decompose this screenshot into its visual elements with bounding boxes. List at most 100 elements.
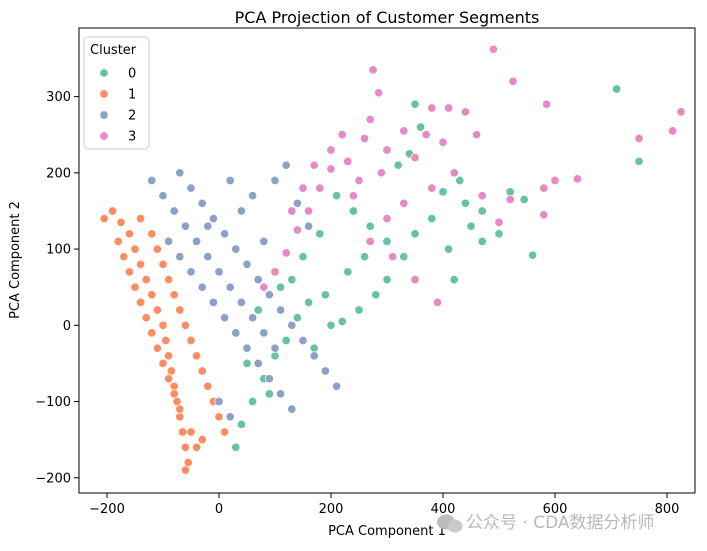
- point-cluster-1: [124, 229, 134, 239]
- point-cluster-0: [287, 275, 297, 285]
- y-tick-label: 200: [46, 166, 71, 181]
- point-cluster-2: [259, 236, 269, 246]
- point-cluster-3: [427, 183, 437, 193]
- point-cluster-1: [141, 275, 151, 285]
- x-tick-label: 200: [319, 502, 344, 517]
- point-cluster-1: [136, 214, 146, 224]
- point-cluster-2: [231, 328, 241, 338]
- point-cluster-0: [276, 282, 286, 292]
- point-cluster-0: [528, 250, 538, 260]
- chart-title: PCA Projection of Customer Segments: [235, 8, 540, 27]
- point-cluster-1: [161, 335, 171, 346]
- point-cluster-2: [253, 358, 263, 368]
- point-cluster-3: [287, 206, 297, 216]
- point-cluster-1: [152, 244, 162, 254]
- point-cluster-2: [281, 160, 291, 170]
- point-cluster-1: [197, 435, 207, 445]
- point-cluster-0: [393, 160, 403, 170]
- point-cluster-3: [374, 88, 384, 98]
- point-cluster-1: [130, 244, 140, 254]
- y-axis-ticks: −200 −100 0 100 200 300: [35, 90, 79, 486]
- point-cluster-2: [197, 198, 207, 208]
- point-cluster-0: [348, 206, 358, 216]
- point-cluster-2: [276, 305, 286, 315]
- point-cluster-2: [276, 389, 286, 399]
- point-cluster-2: [231, 244, 241, 254]
- point-cluster-1: [183, 457, 193, 468]
- watermark: 公众号 · CDA数据分析师: [437, 513, 655, 533]
- point-cluster-3: [427, 103, 437, 113]
- point-cluster-2: [180, 221, 190, 231]
- point-cluster-3: [432, 297, 442, 307]
- point-cluster-0: [304, 297, 314, 307]
- legend-items: 0 1 2 3: [99, 67, 136, 145]
- point-cluster-2: [287, 320, 297, 330]
- point-cluster-3: [292, 225, 302, 235]
- x-axis-ticks: −200 0 200 400 600 800: [89, 493, 679, 517]
- point-cluster-1: [197, 366, 207, 376]
- point-cluster-0: [410, 99, 420, 109]
- point-cluster-0: [298, 252, 308, 262]
- x-tick-label: 800: [655, 502, 680, 517]
- point-cluster-3: [634, 133, 644, 144]
- y-tick-label: 300: [46, 90, 71, 105]
- x-tick-label: 0: [215, 502, 223, 517]
- point-cluster-1: [186, 335, 196, 346]
- point-cluster-2: [175, 168, 185, 178]
- legend-box: [83, 36, 150, 150]
- point-cluster-1: [116, 217, 126, 227]
- point-cluster-3: [438, 137, 448, 147]
- point-cluster-1: [158, 259, 168, 269]
- point-cluster-3: [259, 282, 269, 292]
- point-cluster-1: [113, 236, 123, 246]
- point-cluster-3: [444, 103, 454, 113]
- point-cluster-1: [158, 358, 168, 368]
- point-cluster-3: [365, 114, 375, 125]
- legend-label-cluster-0: 0: [128, 67, 136, 82]
- point-cluster-0: [460, 198, 470, 208]
- point-cluster-3: [508, 76, 518, 86]
- point-cluster-2: [225, 175, 235, 186]
- point-cluster-1: [180, 320, 190, 330]
- point-cluster-2: [309, 351, 319, 361]
- point-cluster-2: [203, 252, 213, 262]
- watermark-text: 公众号 · CDA数据分析师: [466, 513, 655, 533]
- point-cluster-1: [147, 290, 157, 300]
- point-cluster-3: [304, 206, 314, 216]
- legend-label-cluster-3: 3: [128, 130, 136, 145]
- point-cluster-3: [315, 183, 325, 193]
- point-cluster-1: [152, 343, 162, 353]
- point-cluster-1: [164, 275, 174, 285]
- point-cluster-0: [315, 229, 325, 239]
- point-cluster-1: [175, 404, 185, 414]
- point-cluster-2: [147, 175, 157, 186]
- point-cluster-1: [180, 442, 190, 452]
- point-cluster-1: [130, 282, 140, 292]
- point-cluster-1: [108, 206, 118, 216]
- point-cluster-2: [264, 374, 274, 384]
- x-tick-label: 400: [431, 502, 456, 517]
- point-cluster-2: [236, 206, 246, 216]
- point-cluster-2: [270, 343, 280, 353]
- point-cluster-3: [343, 156, 353, 166]
- point-cluster-1: [178, 427, 188, 437]
- point-cluster-3: [382, 214, 392, 224]
- point-cluster-0: [455, 175, 465, 186]
- point-cluster-2: [214, 396, 224, 407]
- point-cluster-2: [175, 252, 185, 262]
- point-cluster-1: [220, 427, 230, 437]
- point-cluster-1: [203, 381, 213, 391]
- point-cluster-3: [488, 44, 498, 54]
- legend-marker-cluster-2: [99, 110, 109, 120]
- point-cluster-3: [505, 194, 515, 205]
- point-cluster-0: [477, 236, 487, 246]
- point-cluster-0: [309, 343, 319, 353]
- point-cluster-0: [612, 84, 622, 94]
- scatter-points-layer: [99, 44, 686, 475]
- plot-frame: [78, 27, 696, 494]
- point-cluster-2: [186, 267, 196, 277]
- point-cluster-1: [172, 396, 182, 407]
- point-cluster-2: [287, 404, 297, 414]
- point-cluster-3: [337, 130, 347, 140]
